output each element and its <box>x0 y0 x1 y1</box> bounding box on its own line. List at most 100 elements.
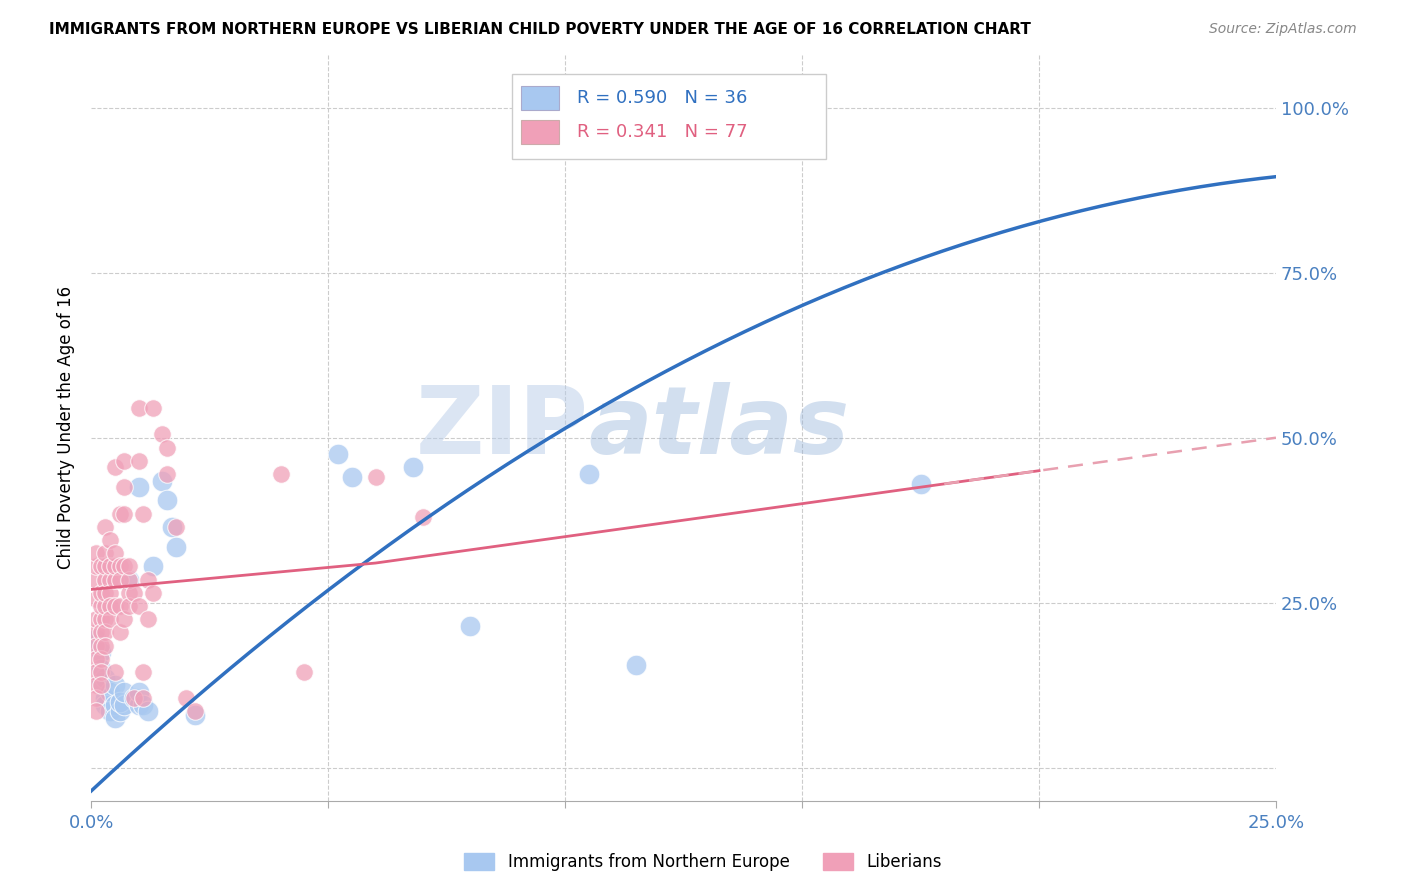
Point <box>294 665 316 679</box>
Point <box>108 625 131 640</box>
Point <box>84 573 107 587</box>
Point <box>94 672 117 686</box>
Point <box>142 401 165 415</box>
Point <box>90 639 112 653</box>
Point <box>94 691 117 706</box>
Point <box>412 509 434 524</box>
Point <box>98 573 121 587</box>
Point <box>90 585 112 599</box>
FancyBboxPatch shape <box>522 120 560 144</box>
Point <box>112 507 135 521</box>
Point <box>128 401 150 415</box>
Point <box>142 559 165 574</box>
Point <box>166 520 188 534</box>
Point <box>104 460 127 475</box>
Point <box>98 533 121 547</box>
Point <box>84 678 107 692</box>
FancyBboxPatch shape <box>512 74 825 160</box>
Point <box>122 585 145 599</box>
Point <box>132 691 155 706</box>
Point <box>98 705 121 719</box>
FancyBboxPatch shape <box>522 86 560 110</box>
Point <box>118 585 141 599</box>
Point <box>90 645 112 659</box>
Point <box>94 612 117 626</box>
Point <box>104 573 127 587</box>
Point <box>104 711 127 725</box>
Point <box>84 559 107 574</box>
Point <box>84 546 107 560</box>
Point <box>84 691 107 706</box>
Point <box>94 546 117 560</box>
Point <box>94 585 117 599</box>
Point <box>94 573 117 587</box>
Point <box>98 599 121 613</box>
Point <box>90 559 112 574</box>
Text: R = 0.590   N = 36: R = 0.590 N = 36 <box>576 88 748 107</box>
Point <box>150 474 173 488</box>
Point <box>150 427 173 442</box>
Point <box>98 612 121 626</box>
Point <box>122 691 145 706</box>
Point <box>84 639 107 653</box>
Point <box>136 612 159 626</box>
Point <box>184 707 207 722</box>
Point <box>578 467 600 481</box>
Point <box>98 585 121 599</box>
Point <box>326 447 349 461</box>
Point <box>910 476 932 491</box>
Point <box>136 705 159 719</box>
Point <box>104 599 127 613</box>
Point <box>174 691 197 706</box>
Point <box>84 632 107 646</box>
Point <box>364 470 387 484</box>
Point <box>94 599 117 613</box>
Point <box>104 665 127 679</box>
Text: IMMIGRANTS FROM NORTHERN EUROPE VS LIBERIAN CHILD POVERTY UNDER THE AGE OF 16 CO: IMMIGRANTS FROM NORTHERN EUROPE VS LIBER… <box>49 22 1031 37</box>
Text: ZIP: ZIP <box>416 382 589 474</box>
Point <box>90 665 112 679</box>
Point <box>156 493 179 508</box>
Point <box>108 599 131 613</box>
Point <box>128 454 150 468</box>
Point <box>118 559 141 574</box>
Point <box>98 684 121 698</box>
Point <box>90 678 112 692</box>
Point <box>184 705 207 719</box>
Point <box>122 691 145 706</box>
Point <box>118 573 141 587</box>
Point <box>108 705 131 719</box>
Point <box>104 546 127 560</box>
Text: atlas: atlas <box>589 382 851 474</box>
Point <box>98 559 121 574</box>
Point <box>132 507 155 521</box>
Point <box>156 467 179 481</box>
Point <box>90 625 112 640</box>
Point <box>90 599 112 613</box>
Point <box>118 599 141 613</box>
Point <box>94 625 117 640</box>
Text: R = 0.341   N = 77: R = 0.341 N = 77 <box>576 123 748 141</box>
Point <box>118 573 141 587</box>
Point <box>340 470 363 484</box>
Point <box>768 101 790 115</box>
Point <box>104 698 127 712</box>
Point <box>142 585 165 599</box>
Point <box>94 559 117 574</box>
Point <box>84 705 107 719</box>
Point <box>156 441 179 455</box>
Point <box>128 684 150 698</box>
Point <box>84 665 107 679</box>
Legend: Immigrants from Northern Europe, Liberians: Immigrants from Northern Europe, Liberia… <box>456 845 950 880</box>
Point <box>112 480 135 494</box>
Point <box>108 573 131 587</box>
Y-axis label: Child Poverty Under the Age of 16: Child Poverty Under the Age of 16 <box>58 286 75 569</box>
Point <box>112 612 135 626</box>
Point <box>112 698 135 712</box>
Point <box>112 454 135 468</box>
Point <box>90 674 112 689</box>
Point <box>108 507 131 521</box>
Point <box>84 592 107 607</box>
Point <box>624 658 647 673</box>
Point <box>128 480 150 494</box>
